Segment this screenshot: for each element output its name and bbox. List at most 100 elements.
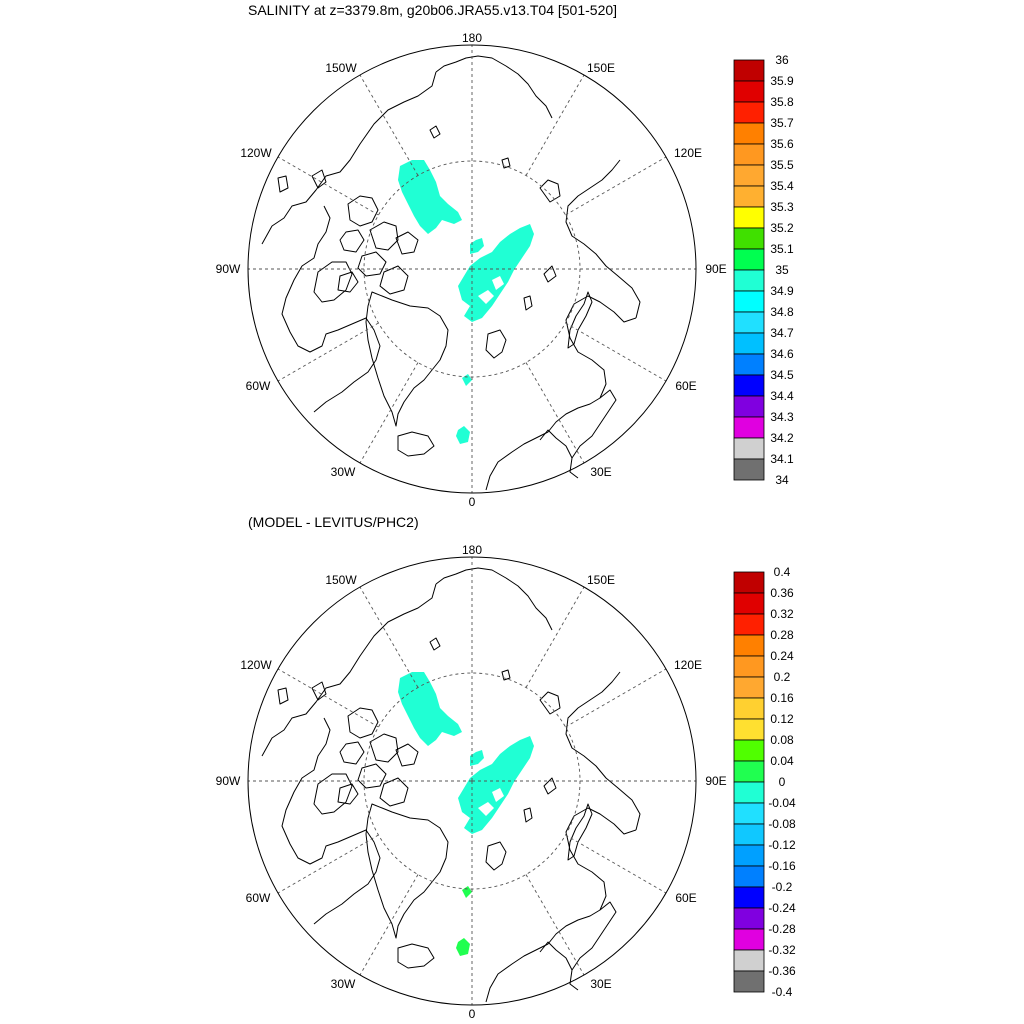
- coastline: [523, 807, 533, 823]
- colorbar-tick-label: -0.4: [772, 985, 793, 999]
- coastline: [485, 329, 507, 359]
- coastline: [429, 637, 441, 651]
- coastline: [539, 691, 561, 715]
- colorbar-swatch: [733, 949, 765, 972]
- colorbar-swatch: [733, 332, 765, 355]
- coastline: [337, 783, 359, 805]
- lon-label-0: 0: [469, 1007, 476, 1021]
- coastline: [565, 295, 637, 399]
- colorbar-tick-label: 35.3: [770, 200, 794, 214]
- colorbar-swatch: [733, 101, 765, 124]
- meridian-line: [359, 874, 419, 976]
- field-patch: [398, 672, 462, 746]
- colorbar-tick-label: 34.9: [770, 284, 794, 298]
- colorbar-tick-label: 35.2: [770, 221, 794, 235]
- colorbar-tick-label: 34.8: [770, 305, 794, 319]
- lon-label-90e: 90E: [705, 262, 726, 276]
- lon-label-180: 180: [462, 31, 482, 45]
- coastline: [523, 295, 533, 311]
- colorbar-tick-label: 0.04: [770, 754, 794, 768]
- colorbar-tick-label: 0.2: [774, 670, 791, 684]
- colorbar-difference: 0.4 0.36 0.32 0.28 0.24 0.2 0.16 0.12 0.08 0.04 0 -…: [733, 565, 796, 999]
- meridian-line: [359, 74, 419, 176]
- colorbar-swatch: [733, 970, 765, 993]
- meridian-line: [359, 586, 419, 688]
- colorbar-tick-label: 0.24: [770, 649, 794, 663]
- colorbar-swatch: [733, 634, 765, 657]
- colorbar-swatch: [733, 865, 765, 888]
- colorbar-tick-label: 34.6: [770, 347, 794, 361]
- polar-map-difference: 0 180 150E 120E 90E 60E 30E 30W 60W 90W 120W 150W: [216, 543, 727, 1021]
- field-patch: [470, 750, 484, 766]
- coastline: [365, 291, 449, 427]
- field-hole: [492, 788, 504, 802]
- lon-label-30w: 30W: [331, 977, 356, 991]
- coastline: [485, 901, 617, 1003]
- lon-label-180: 180: [462, 543, 482, 557]
- colorbar-tick-label: 34.3: [770, 410, 794, 424]
- coastline: [313, 773, 353, 815]
- colorbar-tick-label: 34.1: [770, 452, 794, 466]
- colorbar-swatch: [733, 269, 765, 292]
- colorbar-tick-label: 35.1: [770, 242, 794, 256]
- colorbar-swatch: [733, 59, 765, 82]
- colorbar-swatch: [733, 571, 765, 594]
- colorbar-swatch: [733, 416, 765, 439]
- meridian-line: [277, 322, 379, 382]
- lon-label-150e: 150E: [587, 573, 615, 587]
- colorbar-tick-label: -0.16: [768, 859, 796, 873]
- colorbar-tick-label: 35.6: [770, 137, 794, 151]
- coastline: [357, 763, 387, 789]
- coastline: [281, 205, 381, 413]
- colorbar-tick-label: 0.12: [770, 712, 794, 726]
- meridian-line: [277, 156, 379, 216]
- colorbar-swatch: [733, 143, 765, 166]
- coastlines: [261, 567, 641, 1003]
- colorbar-tick-label: 0: [779, 775, 786, 789]
- lon-label-30e: 30E: [590, 977, 611, 991]
- colorbar-tick-label: 35.8: [770, 95, 794, 109]
- lon-label-30e: 30E: [590, 465, 611, 479]
- coastline: [339, 741, 365, 765]
- lon-label-90w: 90W: [216, 262, 241, 276]
- colorbar-swatch: [733, 907, 765, 930]
- colorbar-tick-label: -0.12: [768, 838, 796, 852]
- lon-label-120e: 120E: [674, 658, 702, 672]
- coastline: [369, 733, 399, 763]
- model-field-region: [398, 160, 534, 444]
- colorbar-swatch: [733, 781, 765, 804]
- colorbar-swatch: [733, 697, 765, 720]
- lon-label-150w: 150W: [325, 61, 357, 75]
- colorbar-swatch: [733, 290, 765, 313]
- coastline: [395, 743, 419, 767]
- colorbar-swatch: [733, 80, 765, 103]
- colorbar-tick-label: -0.36: [768, 964, 796, 978]
- colorbar-tick-label: 0.4: [774, 565, 791, 579]
- colorbar-tick-label: 0.32: [770, 607, 794, 621]
- longitude-labels: 0 180 150E 120E 90E 60E 30E 30W 60W 90W 120W 150W: [216, 543, 727, 1021]
- coastline: [261, 583, 437, 757]
- coastline: [539, 179, 561, 203]
- polar-map-salinity: 0 180 150E 120E 90E 60E 30E 30W 60W 90W 120W 150W: [216, 31, 727, 509]
- field-patch-shelf: [456, 938, 470, 956]
- colorbar-tick-label: -0.08: [768, 817, 796, 831]
- coastline: [565, 671, 641, 831]
- colorbar-swatch: [733, 655, 765, 678]
- coastline: [347, 195, 379, 227]
- lon-label-120e: 120E: [674, 146, 702, 160]
- model-field-region: [398, 672, 534, 956]
- graticule: [248, 45, 696, 493]
- coastline: [397, 943, 435, 969]
- lon-label-60e: 60E: [675, 891, 696, 905]
- field-hole: [492, 276, 504, 290]
- lon-label-60e: 60E: [675, 379, 696, 393]
- coastline: [277, 687, 289, 705]
- coastline: [339, 229, 365, 253]
- coastline: [565, 159, 641, 319]
- colorbar-swatch: [733, 458, 765, 481]
- map-title-salinity: SALINITY at z=3379.8m, g20b06.JRA55.v13.…: [248, 2, 618, 18]
- field-patch-shelf: [462, 374, 472, 386]
- coastline: [311, 681, 327, 701]
- coastline: [277, 175, 289, 193]
- coastline: [311, 169, 327, 189]
